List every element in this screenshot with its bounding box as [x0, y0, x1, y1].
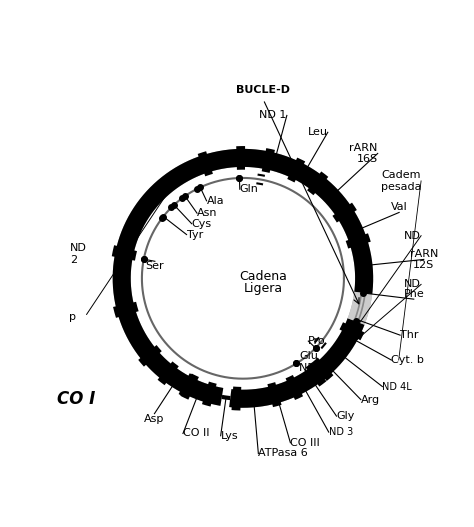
Text: Cadena: Cadena	[239, 270, 287, 283]
Text: ND 3: ND 3	[329, 427, 353, 437]
Text: rARN
12S: rARN 12S	[410, 249, 438, 270]
Text: Ligera: Ligera	[244, 282, 283, 295]
Text: Arg: Arg	[361, 395, 380, 405]
Text: Val: Val	[391, 202, 408, 212]
Text: Thr: Thr	[400, 330, 419, 340]
Text: ATPasa 6: ATPasa 6	[258, 448, 308, 458]
Text: pesada: pesada	[381, 182, 421, 192]
Text: Ser: Ser	[146, 261, 164, 271]
Text: 2: 2	[70, 255, 77, 265]
Text: Pro: Pro	[308, 336, 326, 346]
Text: Gly: Gly	[337, 411, 355, 421]
Text: rARN
16S: rARN 16S	[349, 143, 378, 164]
Text: BUCLE-D: BUCLE-D	[236, 85, 290, 95]
Text: ND: ND	[404, 231, 421, 241]
Text: Cys: Cys	[191, 219, 212, 229]
Text: Phe: Phe	[403, 289, 424, 299]
Text: p: p	[69, 312, 76, 322]
Text: Asn: Asn	[197, 208, 218, 218]
Text: CO III: CO III	[291, 438, 320, 448]
Text: ND 6: ND 6	[299, 363, 327, 373]
Text: Gln: Gln	[240, 184, 259, 194]
Text: Asp: Asp	[144, 414, 164, 424]
Text: Ala: Ala	[207, 196, 224, 206]
Text: Cadem: Cadem	[382, 170, 421, 180]
Text: Leu: Leu	[308, 128, 328, 137]
Text: CO II: CO II	[183, 428, 210, 438]
Text: Lys: Lys	[221, 431, 238, 441]
Text: ND: ND	[70, 243, 87, 253]
Text: Cyt. b: Cyt. b	[392, 355, 424, 365]
Text: Glu: Glu	[299, 351, 318, 361]
Text: ND 1: ND 1	[259, 111, 287, 121]
Text: ND 4L: ND 4L	[383, 382, 412, 392]
Text: Tyr: Tyr	[187, 230, 203, 240]
Text: CO I: CO I	[57, 390, 95, 408]
Text: ND: ND	[404, 279, 421, 289]
